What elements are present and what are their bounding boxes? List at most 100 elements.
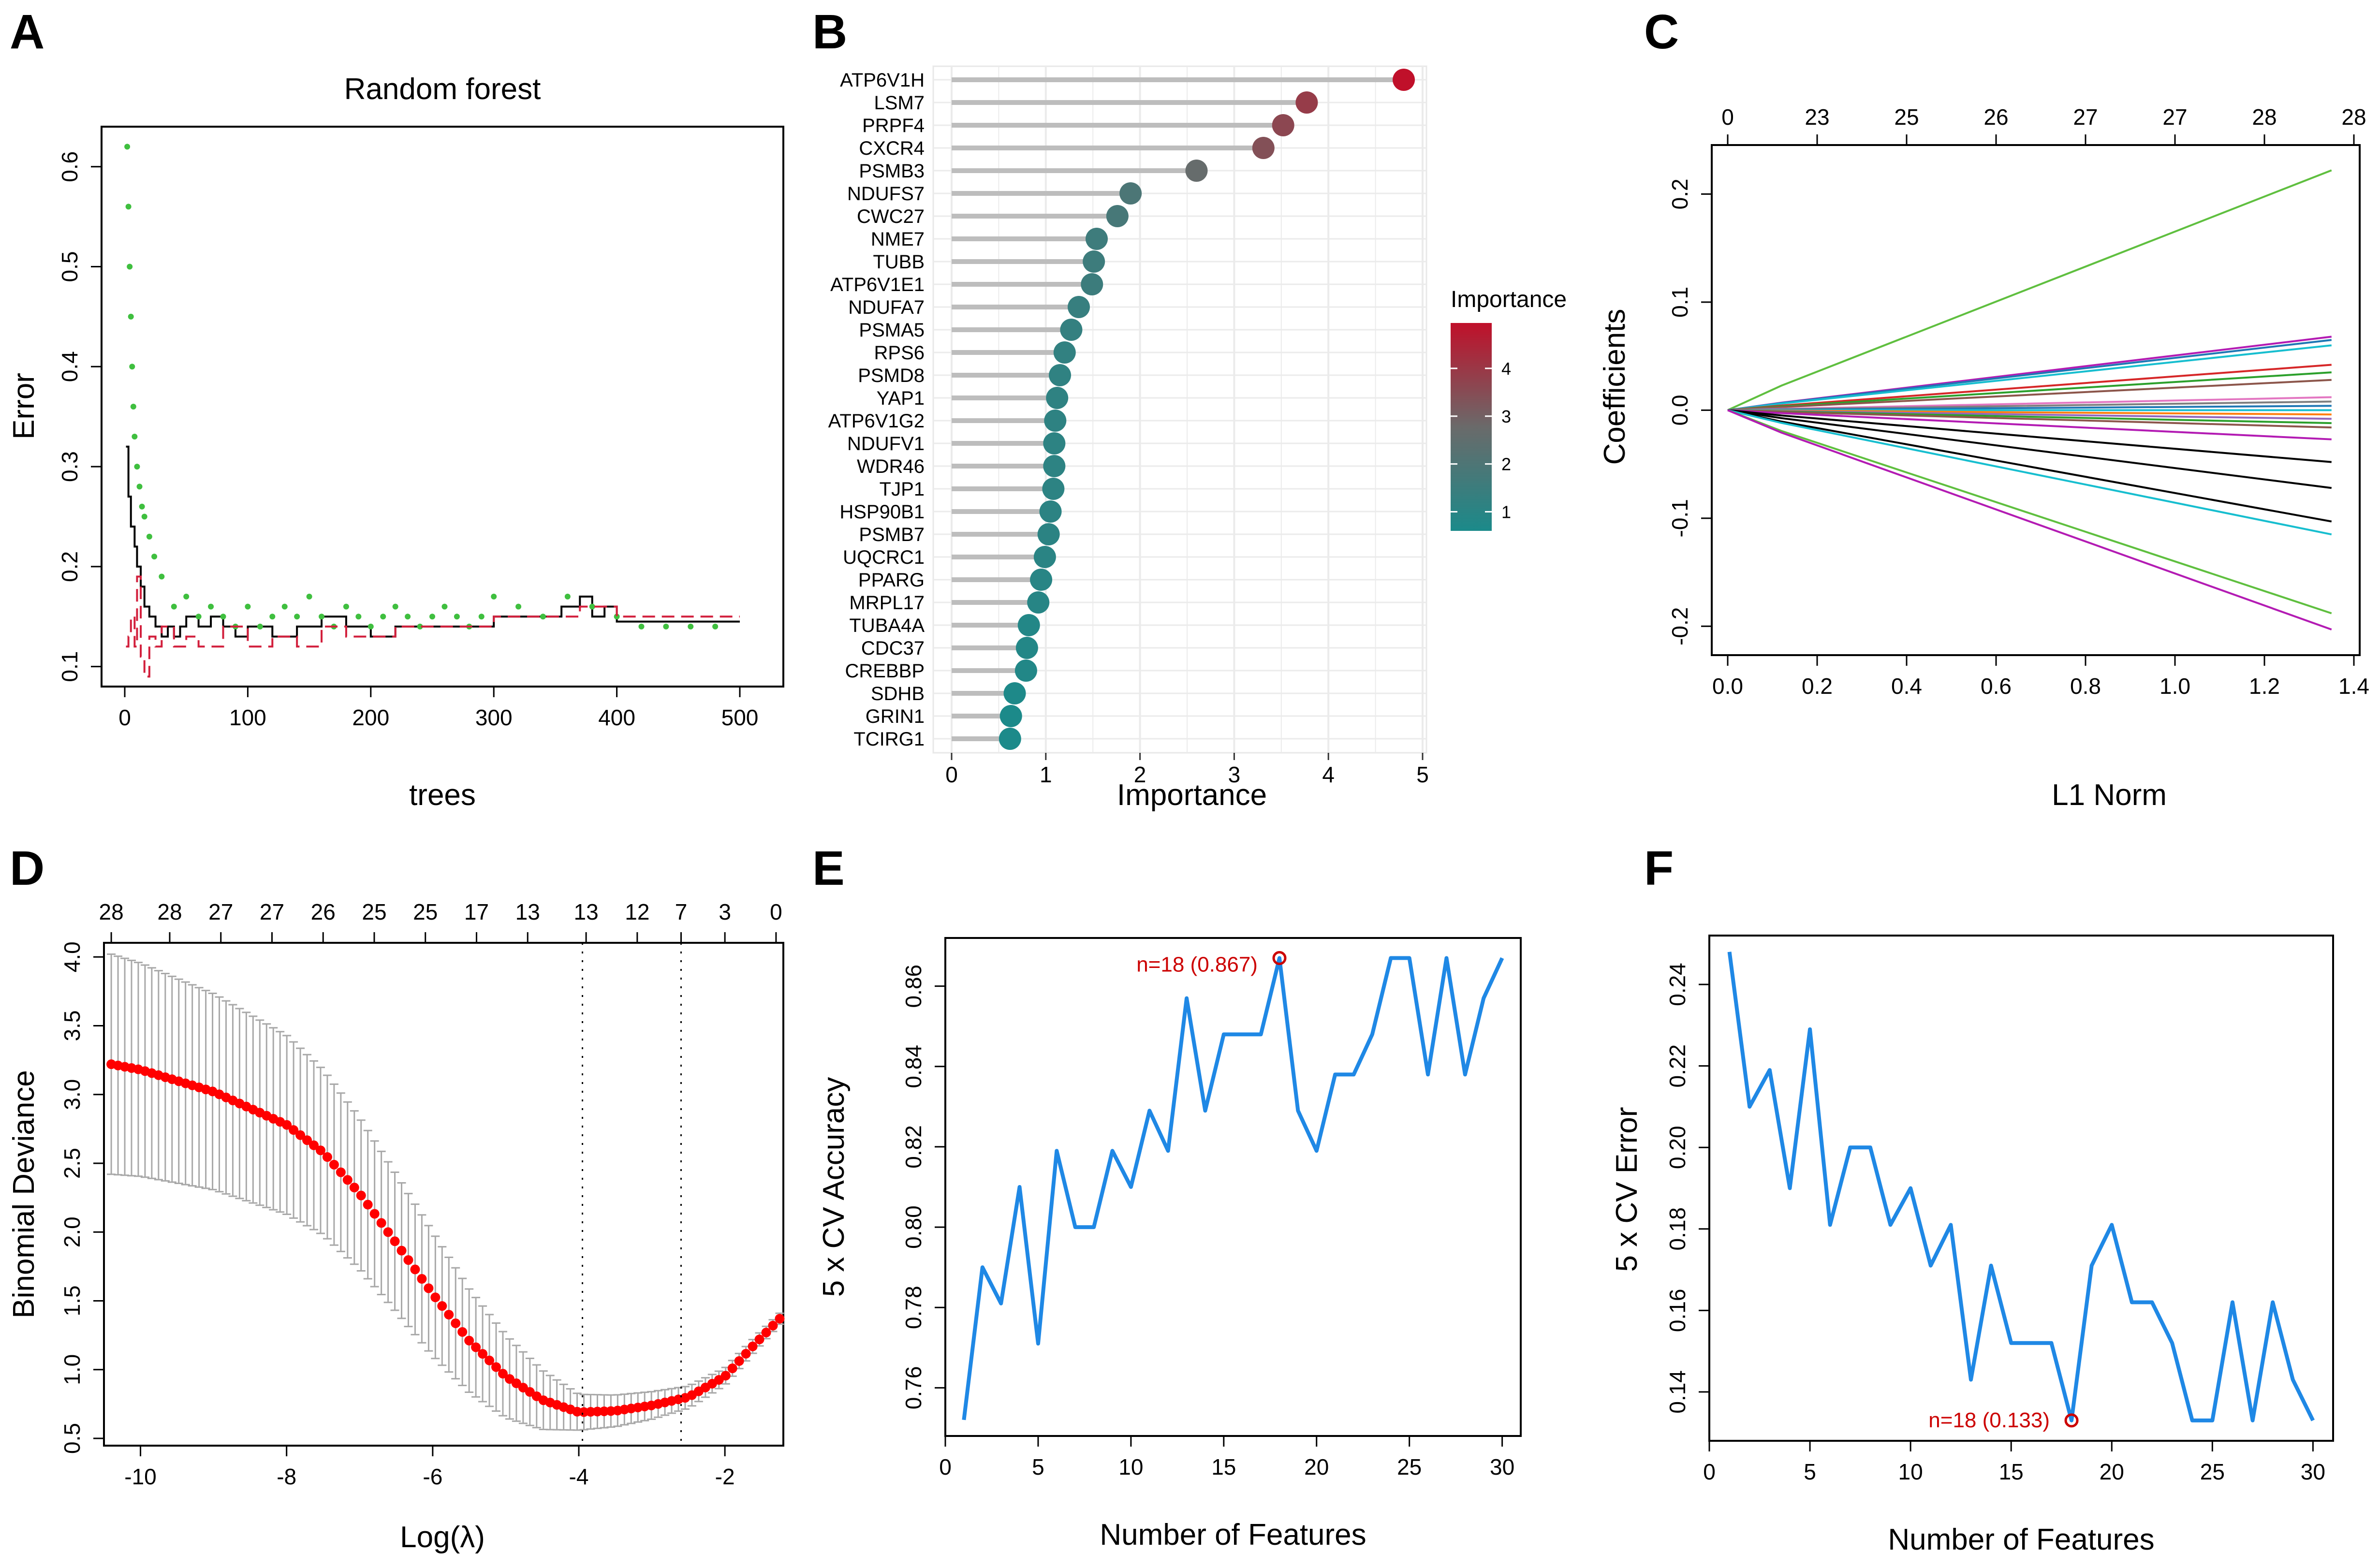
gene-label: NDUFA7 — [848, 297, 925, 318]
panel-d-top-tick-label: 3 — [719, 899, 731, 924]
panel-a-ytick-label: 0.2 — [57, 551, 82, 582]
importance-dot — [1017, 614, 1040, 636]
panel-b-xtick-label: 5 — [1416, 762, 1429, 787]
panel-c-ylabel: Coefficients — [1598, 309, 1631, 465]
panel-c-xtick-label: 0.2 — [1802, 674, 1833, 699]
panel-d-top-tick-label: 13 — [515, 899, 540, 924]
panel-f-xtick-label: 5 — [1804, 1459, 1816, 1484]
deviance-point — [775, 1314, 785, 1324]
panel-e-ytick-label: 0.76 — [901, 1366, 926, 1410]
panel-f-plot-box — [1708, 935, 2334, 1442]
rf-error-point-class-1 — [515, 603, 522, 610]
deviance-point — [748, 1341, 758, 1351]
gene-label: PRPF4 — [862, 115, 925, 136]
panel-e-ytick-label: 0.86 — [901, 965, 926, 1008]
panel-e-xtick-label: 5 — [1032, 1454, 1044, 1479]
rf-error-point-class-1 — [392, 603, 398, 610]
gene-label: CXCR4 — [859, 138, 925, 159]
gene-label: ATP6V1E1 — [830, 274, 925, 295]
panel-c-xtick-label: 0.0 — [1712, 674, 1743, 699]
panel-letter-e: E — [812, 841, 845, 895]
rf-error-point-class-1 — [478, 614, 485, 620]
panel-d-xlabel: Log(λ) — [400, 1521, 485, 1554]
importance-dot — [1043, 455, 1066, 477]
rf-error-point-class-1 — [139, 503, 145, 510]
panel-e: E 0 5 10 15 20 25 30 0.76 0.78 0.80 0.82 0.84 0.86 n… — [812, 841, 1522, 1552]
gene-label: GRIN1 — [866, 706, 925, 727]
importance-dot — [1081, 273, 1103, 295]
panel-letter-a: A — [10, 5, 44, 59]
panel-d-top-tick-label: 0 — [770, 899, 782, 924]
deviance-point — [592, 1406, 602, 1417]
panel-c-xtick-label: 0.6 — [1981, 674, 2012, 699]
coefficient-path — [1727, 409, 2332, 523]
panel-a-ylabel: Error — [7, 373, 41, 439]
panel-e-best-label: n=18 (0.867) — [1136, 953, 1258, 977]
importance-dot — [1014, 659, 1037, 682]
gene-label: YAP1 — [877, 388, 925, 409]
deviance-point — [424, 1283, 434, 1293]
deviance-point — [302, 1135, 312, 1145]
deviance-point — [363, 1200, 373, 1210]
rf-error-point-class-1 — [417, 623, 423, 630]
gene-label: TUBB — [873, 251, 925, 273]
deviance-point — [491, 1362, 501, 1372]
rf-error-point-class-1 — [380, 614, 386, 620]
panel-e-xtick-label: 15 — [1211, 1454, 1236, 1479]
rf-error-point-class-1 — [355, 614, 362, 620]
deviance-point — [417, 1274, 427, 1284]
importance-dot — [1049, 364, 1072, 386]
importance-dot — [999, 705, 1022, 727]
panel-c-xlabel: L1 Norm — [2052, 778, 2167, 812]
panel-a: A Random forest 0 100 200 300 400 500 0.1 0.2 0.… — [7, 5, 784, 812]
deviance-point — [336, 1167, 346, 1177]
panel-d-top-tick-label: 26 — [311, 899, 336, 924]
panel-a-xtick-label: 500 — [721, 705, 759, 730]
gene-label: RPS6 — [874, 342, 925, 364]
panel-a-ytick-label: 0.1 — [57, 651, 82, 682]
panel-a-ytick-label: 0.3 — [57, 451, 82, 482]
panel-d-xtick-label: -10 — [124, 1464, 156, 1489]
gene-label: NDUFS7 — [847, 183, 925, 205]
rf-error-point-class-1 — [208, 603, 214, 610]
panel-f-ylabel: 5 x CV Error — [1610, 1107, 1644, 1272]
importance-dot — [1185, 160, 1208, 182]
coefficient-path — [1727, 409, 2332, 536]
importance-dot — [1393, 69, 1415, 91]
panel-d-top-tick-label: 25 — [413, 899, 438, 924]
importance-dot — [1039, 500, 1062, 523]
panel-f-ytick-label: 0.14 — [1665, 1370, 1690, 1414]
panel-letter-f: F — [1644, 841, 1674, 895]
rf-error-point-class-1 — [564, 593, 571, 600]
importance-dot — [1252, 137, 1275, 159]
panel-e-xlabel: Number of Features — [1100, 1518, 1366, 1552]
panel-e-ytick-label: 0.82 — [901, 1125, 926, 1169]
panel-d-xtick-label: -8 — [277, 1464, 296, 1489]
panel-letter-b: B — [812, 5, 847, 59]
panel-a-xlabel: trees — [409, 778, 476, 812]
importance-dot — [1043, 432, 1066, 454]
rf-error-point-class-1 — [132, 434, 138, 440]
rf-error-point-class-1 — [245, 603, 251, 610]
colorbar-tick-label: 2 — [1501, 454, 1511, 474]
panel-a-title: Random forest — [344, 73, 541, 106]
gene-label: UQCRC1 — [843, 547, 925, 568]
panel-d-ytick-label: 2.5 — [59, 1148, 85, 1179]
gene-label: ATP6V1G2 — [828, 410, 925, 432]
importance-dot — [999, 728, 1021, 750]
rf-error-point-class-1 — [638, 623, 645, 630]
importance-dot — [1037, 523, 1060, 545]
panel-b-xtick-label: 1 — [1040, 762, 1052, 787]
panel-e-cv-line — [962, 956, 1504, 1421]
rf-error-line-oob — [126, 445, 740, 638]
rf-error-point-class-1 — [589, 603, 595, 610]
deviance-point — [444, 1310, 454, 1320]
rf-error-point-class-1 — [491, 593, 497, 600]
panel-e-ytick-label: 0.80 — [901, 1205, 926, 1249]
panel-c-xtick-label: 1.4 — [2338, 674, 2369, 699]
coefficient-path — [1727, 169, 2332, 411]
panel-letter-d: D — [10, 841, 44, 895]
importance-dot — [1060, 319, 1083, 341]
panel-letter-c: C — [1644, 5, 1679, 59]
